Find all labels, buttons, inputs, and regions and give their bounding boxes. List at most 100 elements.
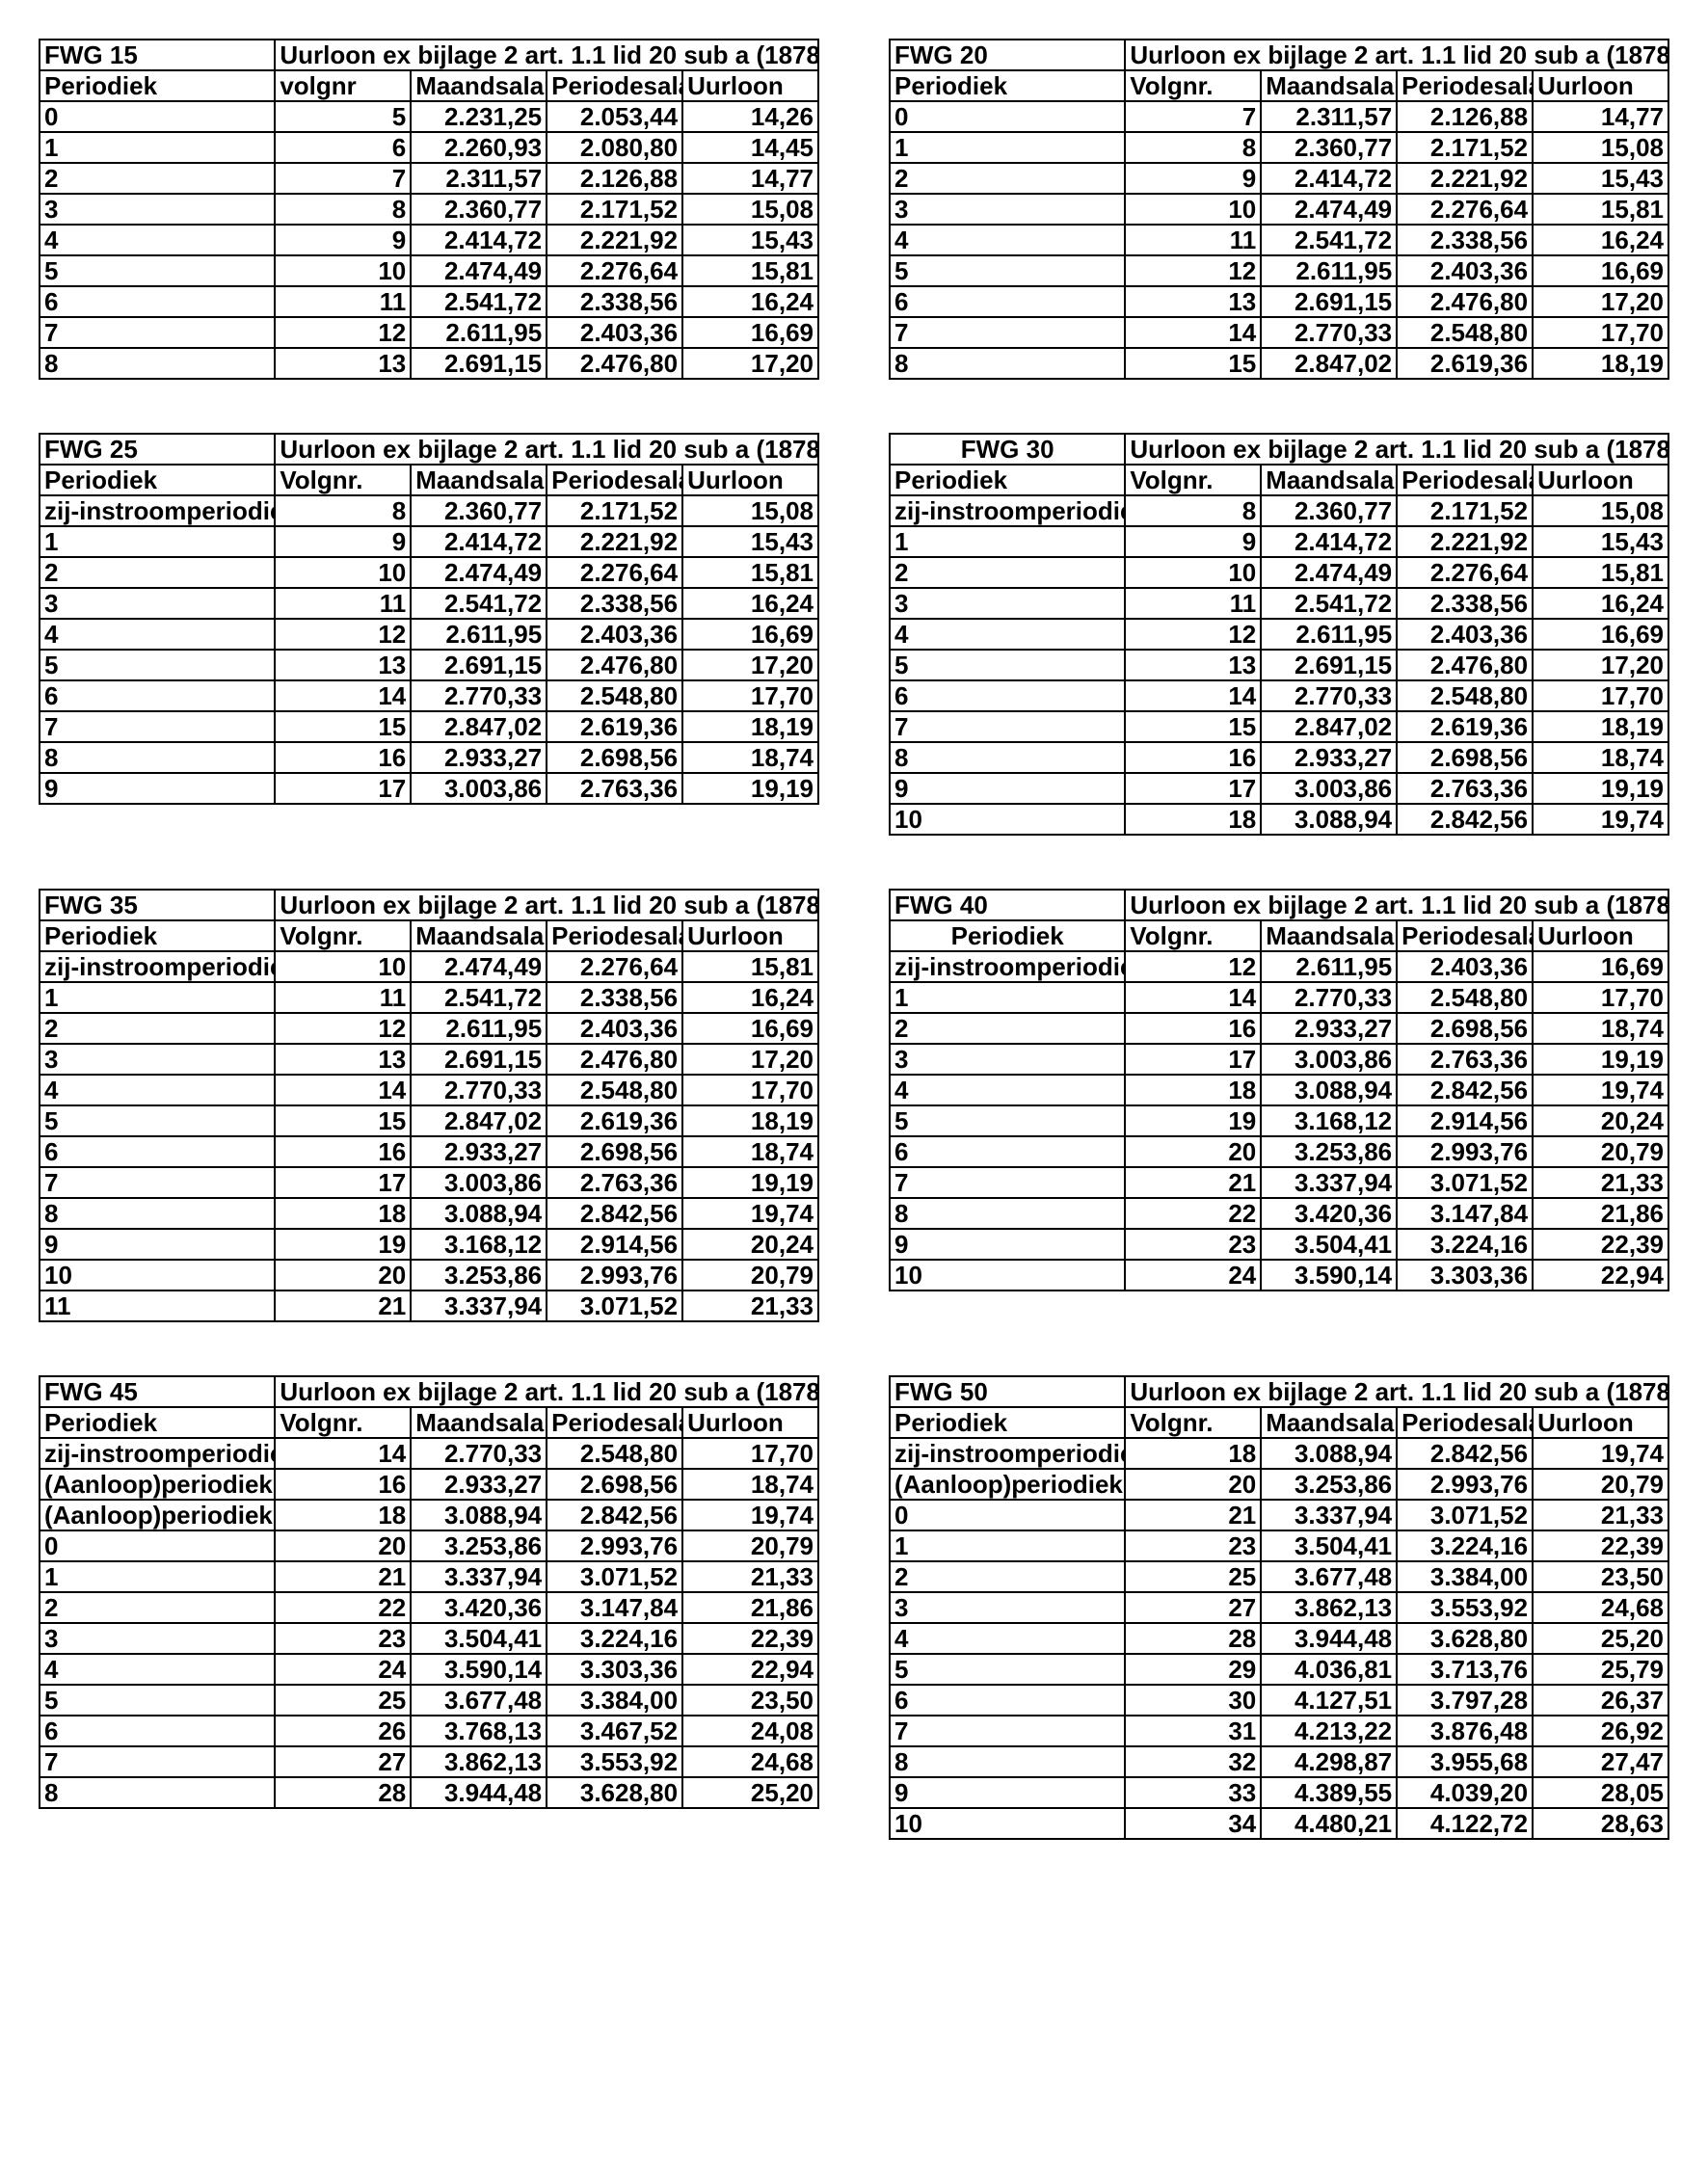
table-block: FWG 35Uurloon ex bijlage 2 art. 1.1 lid …	[39, 889, 819, 1322]
col-header-maandsalaris: Maandsalaris	[1261, 1407, 1397, 1438]
cell-uurloon: 19,19	[682, 773, 818, 804]
table-row: 5132.691,152.476,8017,20	[890, 650, 1668, 680]
col-header-periodesalaris: Periodesalaris	[1397, 70, 1533, 101]
cell-uurloon: 21,33	[1533, 1167, 1668, 1198]
table-row: 6162.933,272.698,5618,74	[40, 1136, 818, 1167]
col-header-maandsalaris: Maandsalaris	[1261, 465, 1397, 495]
cell-periodiek: 8	[40, 1777, 275, 1808]
cell-uurloon: 17,20	[1533, 286, 1668, 317]
table-row: 492.414,722.221,9215,43	[40, 225, 818, 255]
cell-volgnr: 12	[1125, 255, 1261, 286]
table-row-pair: FWG 45Uurloon ex bijlage 2 art. 1.1 lid …	[39, 1375, 1669, 1840]
cell-uurloon: 18,19	[682, 1105, 818, 1136]
table-row: zij-instroomperiodiek102.474,492.276,641…	[40, 951, 818, 982]
table-block: FWG 30Uurloon ex bijlage 2 art. 1.1 lid …	[889, 433, 1669, 836]
table-row: 8152.847,022.619,3618,19	[890, 348, 1668, 379]
cell-periodiek: 4	[40, 619, 275, 650]
cell-maandsalaris: 3.337,94	[1261, 1500, 1397, 1530]
cell-periodesalaris: 2.276,64	[1397, 557, 1533, 588]
cell-periodesalaris: 3.553,92	[1397, 1592, 1533, 1623]
cell-maandsalaris: 2.691,15	[1261, 286, 1397, 317]
cell-maandsalaris: 2.933,27	[411, 1469, 547, 1500]
cell-periodiek: 0	[40, 1530, 275, 1561]
cell-periodesalaris: 2.842,56	[1397, 804, 1533, 835]
cell-periodiek: 2	[890, 1013, 1125, 1044]
cell-volgnr: 19	[1125, 1105, 1261, 1136]
cell-maandsalaris: 2.474,49	[1261, 194, 1397, 225]
cell-periodiek: 4	[40, 225, 275, 255]
cell-volgnr: 23	[1125, 1229, 1261, 1260]
cell-uurloon: 17,20	[682, 1044, 818, 1075]
cell-uurloon: 17,70	[1533, 680, 1668, 711]
cell-volgnr: 8	[275, 194, 411, 225]
table-row: 9233.504,413.224,1622,39	[890, 1229, 1668, 1260]
table-block: FWG 25Uurloon ex bijlage 2 art. 1.1 lid …	[39, 433, 819, 836]
table-block: FWG 40Uurloon ex bijlage 2 art. 1.1 lid …	[889, 889, 1669, 1322]
cell-periodiek: 1	[40, 982, 275, 1013]
table-row: 2223.420,363.147,8421,86	[40, 1592, 818, 1623]
cell-periodiek: 5	[890, 650, 1125, 680]
cell-uurloon: 16,69	[682, 619, 818, 650]
cell-uurloon: 17,20	[1533, 650, 1668, 680]
salary-table: FWG 20Uurloon ex bijlage 2 art. 1.1 lid …	[889, 39, 1669, 380]
cell-periodiek: 7	[890, 317, 1125, 348]
cell-uurloon: 23,50	[1533, 1561, 1668, 1592]
table-row: 7314.213,223.876,4826,92	[890, 1716, 1668, 1746]
table-row: 5102.474,492.276,6415,81	[40, 255, 818, 286]
cell-volgnr: 14	[1125, 680, 1261, 711]
table-row: 4122.611,952.403,3616,69	[890, 619, 1668, 650]
table-row: 192.414,722.221,9215,43	[40, 526, 818, 557]
cell-uurloon: 17,20	[682, 348, 818, 379]
cell-maandsalaris: 3.003,86	[411, 773, 547, 804]
cell-periodesalaris: 2.619,36	[1397, 348, 1533, 379]
cell-periodiek: 4	[40, 1075, 275, 1105]
cell-periodesalaris: 4.039,20	[1397, 1777, 1533, 1808]
cell-maandsalaris: 3.253,86	[411, 1260, 547, 1291]
cell-volgnr: 27	[1125, 1592, 1261, 1623]
cell-periodesalaris: 2.221,92	[1397, 526, 1533, 557]
cell-volgnr: 17	[275, 773, 411, 804]
cell-periodiek: 2	[40, 1013, 275, 1044]
cell-volgnr: 9	[275, 526, 411, 557]
cell-volgnr: 23	[1125, 1530, 1261, 1561]
cell-maandsalaris: 2.847,02	[1261, 711, 1397, 742]
cell-uurloon: 18,74	[1533, 1013, 1668, 1044]
cell-periodiek: 9	[40, 1229, 275, 1260]
cell-periodesalaris: 2.126,88	[1397, 101, 1533, 132]
cell-volgnr: 20	[275, 1260, 411, 1291]
cell-volgnr: 19	[275, 1229, 411, 1260]
cell-uurloon: 15,81	[1533, 557, 1668, 588]
cell-maandsalaris: 4.036,81	[1261, 1654, 1397, 1685]
cell-volgnr: 6	[275, 132, 411, 163]
cell-volgnr: 7	[1125, 101, 1261, 132]
cell-maandsalaris: 2.933,27	[1261, 1013, 1397, 1044]
table-row: 4283.944,483.628,8025,20	[890, 1623, 1668, 1654]
cell-volgnr: 14	[275, 1438, 411, 1469]
cell-periodiek: 1	[890, 1530, 1125, 1561]
salary-table: FWG 45Uurloon ex bijlage 2 art. 1.1 lid …	[39, 1375, 819, 1809]
cell-uurloon: 25,79	[1533, 1654, 1668, 1685]
cell-uurloon: 16,24	[682, 982, 818, 1013]
cell-volgnr: 21	[1125, 1500, 1261, 1530]
table-row: 10243.590,143.303,3622,94	[890, 1260, 1668, 1291]
cell-maandsalaris: 2.414,72	[411, 225, 547, 255]
cell-periodesalaris: 3.147,84	[1397, 1198, 1533, 1229]
cell-periodesalaris: 2.914,56	[1397, 1105, 1533, 1136]
table-row: 9193.168,122.914,5620,24	[40, 1229, 818, 1260]
cell-periodiek: 10	[40, 1260, 275, 1291]
cell-maandsalaris: 3.768,13	[411, 1716, 547, 1746]
salary-table: FWG 35Uurloon ex bijlage 2 art. 1.1 lid …	[39, 889, 819, 1322]
table-row: 8162.933,272.698,5618,74	[890, 742, 1668, 773]
cell-periodiek: 7	[40, 1746, 275, 1777]
table-row: 0213.337,943.071,5221,33	[890, 1500, 1668, 1530]
cell-maandsalaris: 2.360,77	[411, 495, 547, 526]
table-row: 10344.480,214.122,7228,63	[890, 1808, 1668, 1839]
cell-volgnr: 10	[1125, 557, 1261, 588]
cell-uurloon: 15,08	[682, 194, 818, 225]
cell-periodiek: 7	[890, 1716, 1125, 1746]
table-row: 162.260,932.080,8014,45	[40, 132, 818, 163]
cell-periodesalaris: 2.548,80	[1397, 982, 1533, 1013]
cell-uurloon: 15,08	[682, 495, 818, 526]
cell-uurloon: 16,69	[682, 1013, 818, 1044]
cell-volgnr: 34	[1125, 1808, 1261, 1839]
